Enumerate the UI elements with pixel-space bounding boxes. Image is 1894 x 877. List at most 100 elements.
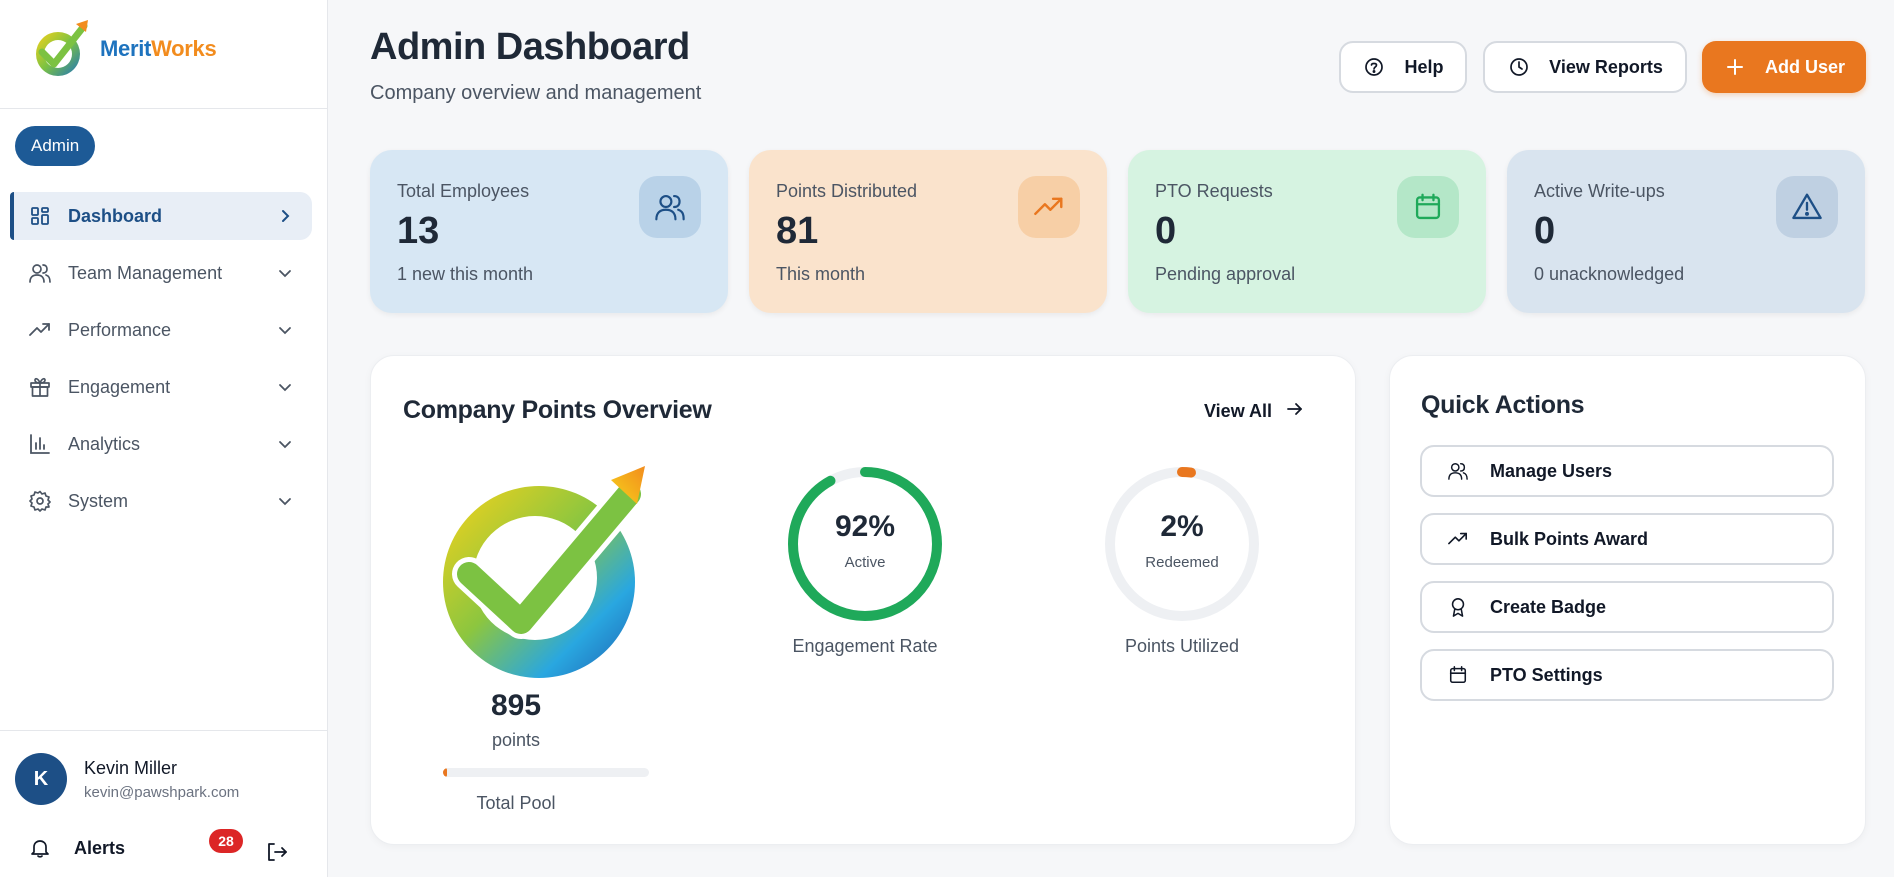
trending-up-icon bbox=[28, 318, 52, 342]
user-name: Kevin Miller bbox=[84, 757, 178, 778]
stat-label: Active Write-ups bbox=[1534, 181, 1665, 201]
quick-actions-panel: Quick Actions Manage Users Bulk Points A… bbox=[1389, 355, 1866, 845]
gear-icon bbox=[28, 489, 52, 513]
progress-fill bbox=[443, 768, 448, 777]
sidebar-item-analytics[interactable]: Analytics bbox=[10, 420, 312, 468]
sidebar: MeritWorks Admin Dashboard Team Manageme… bbox=[0, 0, 328, 877]
sidebar-item-label: Engagement bbox=[68, 376, 171, 397]
stat-card-points-distributed[interactable]: Points Distributed 81 This month bbox=[749, 150, 1107, 313]
chevron-down-icon bbox=[276, 264, 294, 282]
add-user-label: Add User bbox=[1764, 56, 1845, 77]
calendar-icon bbox=[1397, 176, 1459, 238]
clock-icon bbox=[1507, 55, 1531, 79]
total-pool-progress-bar bbox=[443, 768, 649, 777]
panel-title: Company Points Overview bbox=[403, 396, 712, 424]
avatar: K bbox=[15, 753, 67, 805]
page-subtitle: Company overview and management bbox=[370, 82, 702, 104]
role-badge: Admin bbox=[15, 126, 96, 166]
chevron-down-icon bbox=[276, 435, 294, 453]
sidebar-item-system[interactable]: System bbox=[10, 477, 312, 525]
users-icon bbox=[28, 261, 52, 285]
engagement-rate-ring: 92% Active bbox=[785, 464, 945, 624]
engagement-ring-arc bbox=[788, 467, 942, 621]
stat-value: 0 bbox=[1534, 210, 1556, 252]
warning-icon bbox=[1776, 176, 1838, 238]
logout-icon bbox=[268, 843, 287, 861]
sidebar-item-performance[interactable]: Performance bbox=[10, 306, 312, 354]
stat-card-active-write-ups[interactable]: Active Write-ups 0 0 unacknowledged bbox=[1507, 150, 1865, 313]
sidebar-item-label: Team Management bbox=[68, 262, 223, 283]
brand-logo[interactable]: MeritWorks bbox=[28, 16, 217, 82]
view-all-link[interactable]: View All bbox=[1204, 400, 1304, 423]
utilized-sub: Redeemed bbox=[1145, 554, 1219, 571]
page-title: Admin Dashboard bbox=[370, 26, 690, 68]
stat-sub: 1 new this month bbox=[397, 264, 534, 284]
utilized-label: Points Utilized bbox=[1124, 636, 1240, 656]
quick-action-label: Create Badge bbox=[1490, 596, 1607, 617]
user-profile[interactable]: K Kevin Miller kevin@pawshpark.com bbox=[15, 753, 239, 805]
bulk-points-award-button[interactable]: Bulk Points Award bbox=[1420, 513, 1834, 565]
trending-up-icon bbox=[1018, 176, 1080, 238]
quick-action-label: Bulk Points Award bbox=[1490, 528, 1649, 549]
stat-value: 13 bbox=[397, 210, 440, 252]
user-email: kevin@pawshpark.com bbox=[84, 783, 240, 801]
chevron-down-icon bbox=[276, 378, 294, 396]
bell-icon bbox=[28, 836, 52, 860]
utilized-ring-arc bbox=[1105, 467, 1259, 621]
manage-users-button[interactable]: Manage Users bbox=[1420, 445, 1834, 497]
points-utilized-ring: 2% Redeemed bbox=[1102, 464, 1262, 624]
sidebar-item-label: System bbox=[68, 490, 129, 511]
chevron-right-icon bbox=[276, 207, 294, 225]
sidebar-item-engagement[interactable]: Engagement bbox=[10, 363, 312, 411]
stat-value: 0 bbox=[1155, 210, 1177, 252]
divider bbox=[0, 730, 328, 731]
brand-name: MeritWorks bbox=[100, 36, 217, 61]
utilized-value: 2% bbox=[1160, 510, 1204, 543]
quick-action-label: PTO Settings bbox=[1490, 664, 1603, 685]
stat-sub: This month bbox=[776, 264, 866, 284]
users-icon bbox=[639, 176, 701, 238]
engagement-label: Engagement Rate bbox=[792, 636, 938, 656]
stat-card-total-employees[interactable]: Total Employees 13 1 new this month bbox=[370, 150, 728, 313]
panel-title: Quick Actions bbox=[1421, 391, 1585, 419]
help-circle-icon bbox=[1362, 55, 1386, 79]
arrow-right-icon bbox=[1286, 400, 1304, 423]
alerts-button[interactable]: Alerts bbox=[28, 836, 125, 860]
bar-chart-icon bbox=[28, 432, 52, 456]
users-icon bbox=[1446, 459, 1470, 483]
alerts-label: Alerts bbox=[74, 837, 126, 858]
gift-icon bbox=[28, 375, 52, 399]
stat-card-pto-requests[interactable]: PTO Requests 0 Pending approval bbox=[1128, 150, 1486, 313]
sidebar-item-label: Dashboard bbox=[68, 205, 163, 226]
sidebar-item-label: Performance bbox=[68, 319, 172, 340]
view-reports-label: View Reports bbox=[1549, 56, 1663, 77]
stat-label: Total Employees bbox=[397, 181, 530, 201]
meritworks-logo-icon bbox=[36, 20, 88, 76]
chevron-down-icon bbox=[276, 321, 294, 339]
user-info: Kevin Miller kevin@pawshpark.com bbox=[84, 758, 239, 801]
sidebar-item-dashboard[interactable]: Dashboard bbox=[10, 192, 312, 240]
sidebar-item-team-management[interactable]: Team Management bbox=[10, 249, 312, 297]
stat-sub: Pending approval bbox=[1155, 264, 1296, 284]
chevron-down-icon bbox=[276, 492, 294, 510]
total-pool-label: Total Pool bbox=[476, 793, 556, 813]
alerts-count-badge: 28 bbox=[209, 829, 243, 853]
view-all-label: View All bbox=[1204, 401, 1273, 421]
view-reports-button[interactable]: View Reports bbox=[1483, 41, 1687, 93]
total-pool-unit: points bbox=[491, 730, 541, 750]
add-user-button[interactable]: Add User bbox=[1702, 41, 1866, 93]
logout-button[interactable] bbox=[266, 841, 288, 868]
sidebar-nav: Dashboard Team Management Performance bbox=[10, 192, 312, 534]
total-pool-value: 895 bbox=[490, 689, 542, 722]
stat-sub: 0 unacknowledged bbox=[1534, 264, 1685, 284]
grid-icon bbox=[28, 204, 52, 228]
calendar-icon bbox=[1446, 663, 1470, 687]
company-points-panel: Company Points Overview View All 895 poi… bbox=[370, 355, 1356, 845]
pto-settings-button[interactable]: PTO Settings bbox=[1420, 649, 1834, 701]
plus-icon bbox=[1723, 55, 1747, 79]
create-badge-button[interactable]: Create Badge bbox=[1420, 581, 1834, 633]
stat-label: PTO Requests bbox=[1155, 181, 1273, 201]
engagement-sub: Active bbox=[844, 554, 886, 571]
help-button[interactable]: Help bbox=[1339, 41, 1467, 93]
sidebar-item-label: Analytics bbox=[68, 433, 141, 454]
